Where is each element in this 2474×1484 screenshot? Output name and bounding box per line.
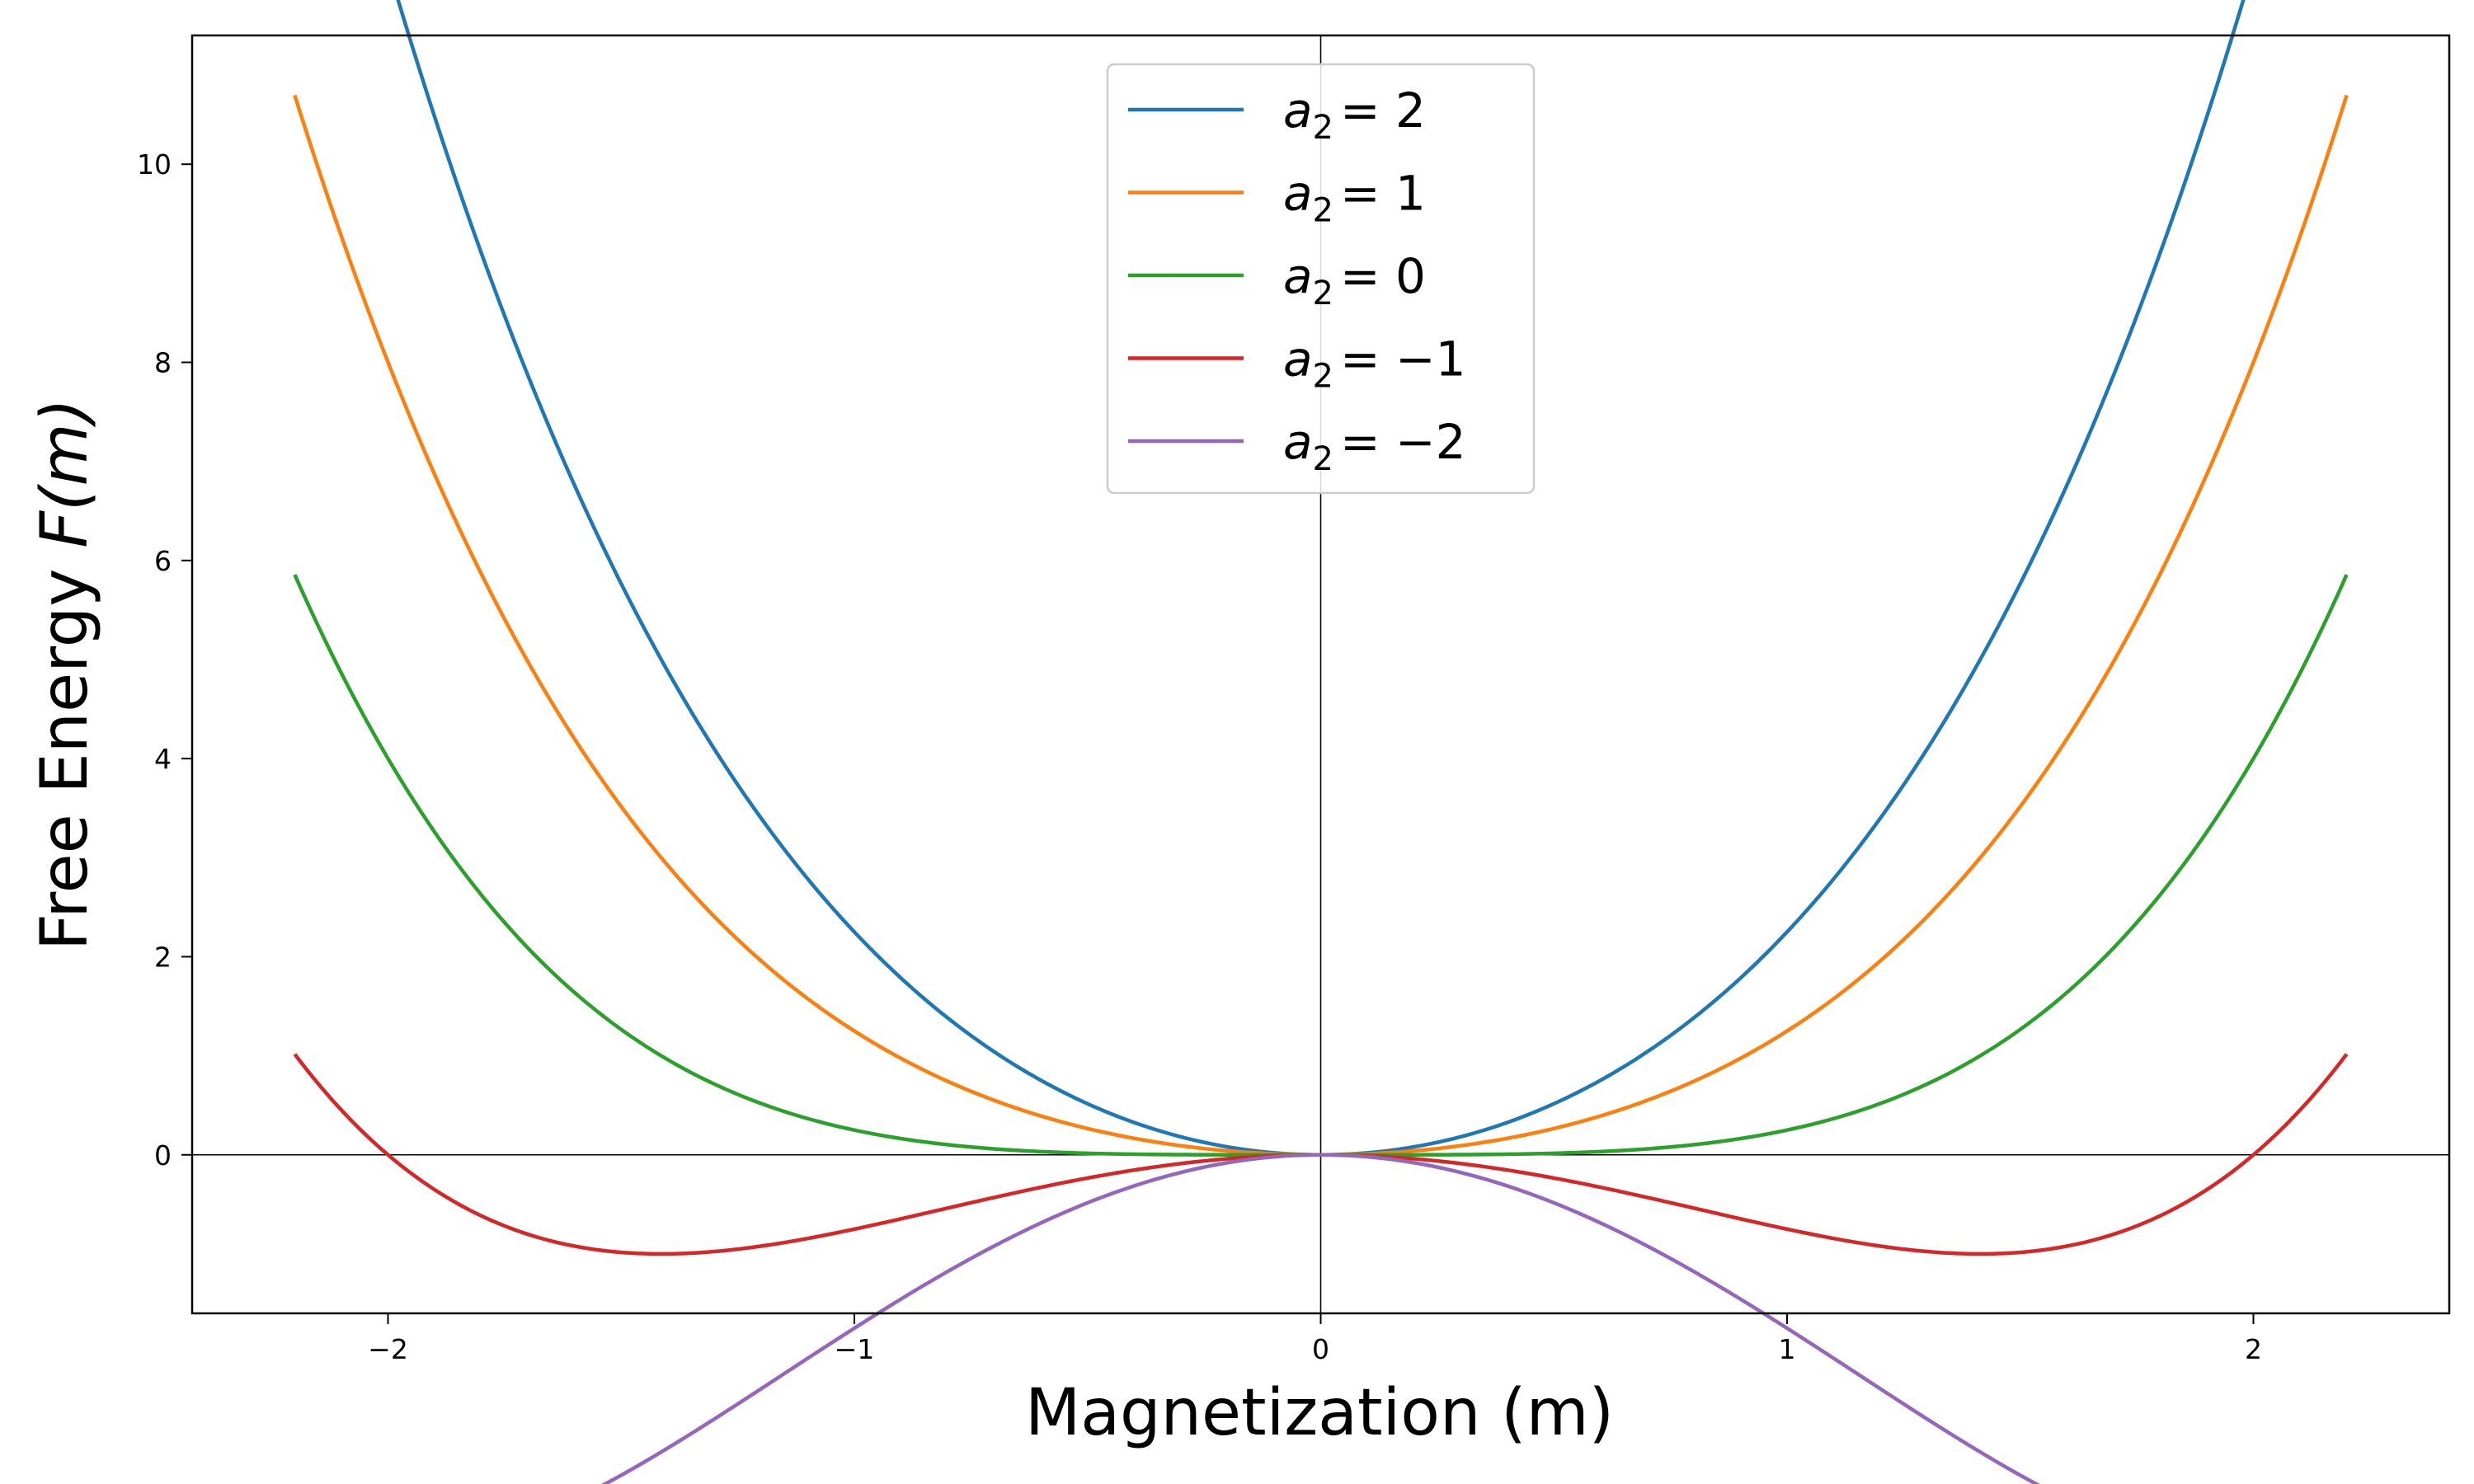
y-tick-label: 6 (154, 545, 172, 577)
legend: a2 = 2 a2 = 1 a2 = 0 a2 = −1 a2 = −2 (1106, 63, 1536, 495)
x-axis-label: Magnetization (m) (1025, 1376, 1614, 1450)
x-tick-label: 1 (1778, 1333, 1795, 1365)
legend-entry-4: a2 = −1 (1283, 331, 1466, 396)
plot-area (190, 0, 2451, 1484)
x-tick-label: 2 (2245, 1333, 2262, 1365)
y-tick-label: 4 (154, 743, 172, 775)
x-tick-label: −2 (368, 1333, 408, 1365)
legend-entry-1: a2 = 2 (1283, 82, 1426, 147)
x-tick-label: 0 (1312, 1333, 1329, 1365)
y-tick-label: 10 (137, 148, 172, 181)
legend-entry-2: a2 = 1 (1283, 166, 1426, 230)
legend-entry-3: a2 = 0 (1283, 248, 1426, 312)
legend-entry-5: a2 = −2 (1283, 414, 1466, 478)
y-tick-label: 0 (154, 1139, 172, 1172)
legend-box (1106, 63, 1536, 495)
x-tick-label: −1 (835, 1333, 875, 1365)
series-line-5 (601, 1153, 2040, 1484)
x-axis-ticks: −2 −1 0 1 2 (368, 1313, 2262, 1365)
y-tick-label: 2 (154, 941, 172, 973)
y-axis-ticks: 0 2 4 6 8 10 (137, 148, 192, 1172)
y-axis-label: Free Energy F(m) (28, 398, 102, 951)
y-tick-label: 8 (154, 347, 172, 379)
